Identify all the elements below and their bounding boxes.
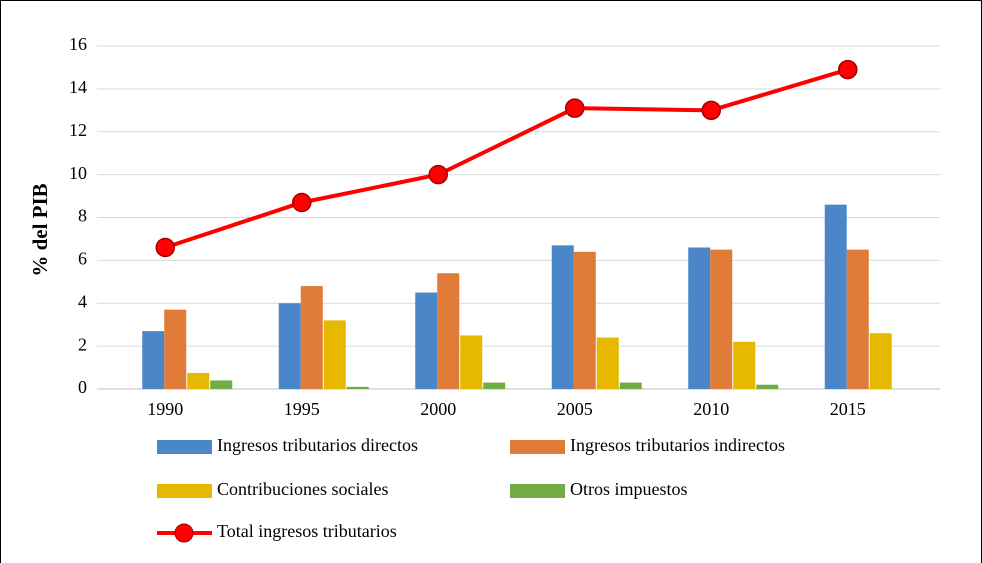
marker (838, 59, 858, 80)
marker (565, 98, 585, 118)
x-tick-label: 2005 (557, 399, 593, 419)
y-tick-label: 12 (69, 120, 87, 140)
legend-label: Contribuciones sociales (217, 479, 388, 499)
legend-label: Ingresos tributarios directos (217, 435, 418, 455)
y-tick-label: 8 (78, 206, 87, 226)
bar (551, 245, 574, 389)
bar (346, 386, 369, 389)
y-tick-label: 14 (69, 77, 87, 97)
bar (278, 303, 301, 389)
x-tick-label: 2010 (693, 399, 729, 419)
bar (187, 372, 210, 389)
x-tick-label: 2015 (830, 399, 866, 419)
bar (164, 309, 187, 389)
y-tick-label: 6 (78, 249, 87, 269)
legend-label: Otros impuestos (570, 479, 688, 499)
legend-swatch (174, 523, 194, 543)
bar (869, 333, 892, 389)
bar (710, 249, 733, 389)
marker (428, 164, 448, 185)
bar (323, 320, 346, 389)
x-tick-label: 1995 (284, 399, 320, 419)
legend-swatch (510, 440, 565, 454)
bar (824, 204, 847, 389)
x-tick-label: 2000 (420, 399, 456, 419)
legend-swatch (157, 440, 212, 454)
bar (437, 273, 460, 389)
legend-label: Total ingresos tributarios (217, 521, 397, 541)
y-axis-label: % del PIB (28, 183, 52, 276)
bar (300, 286, 323, 389)
bar (460, 335, 483, 389)
y-tick-label: 0 (78, 377, 87, 397)
marker (292, 192, 312, 213)
bar (756, 384, 779, 389)
bar (573, 251, 596, 389)
bar (210, 380, 233, 389)
line (164, 67, 849, 250)
bar (619, 382, 642, 389)
bar (596, 337, 619, 389)
bar (415, 292, 438, 389)
bar (733, 341, 756, 389)
y-tick-label: 10 (69, 163, 87, 183)
legend-swatch (157, 484, 212, 498)
marker (701, 100, 721, 121)
x-tick-label: 1990 (147, 399, 183, 419)
y-tick-label: 4 (78, 291, 87, 311)
y-tick-label: 2 (78, 334, 87, 354)
bar (483, 382, 506, 389)
y-tick-label: 16 (69, 34, 87, 54)
marker (155, 237, 175, 258)
bar (688, 247, 711, 389)
bar (846, 249, 869, 389)
legend-label: Ingresos tributarios indirectos (570, 435, 785, 455)
legend-swatch (510, 484, 565, 498)
bar (142, 331, 165, 389)
